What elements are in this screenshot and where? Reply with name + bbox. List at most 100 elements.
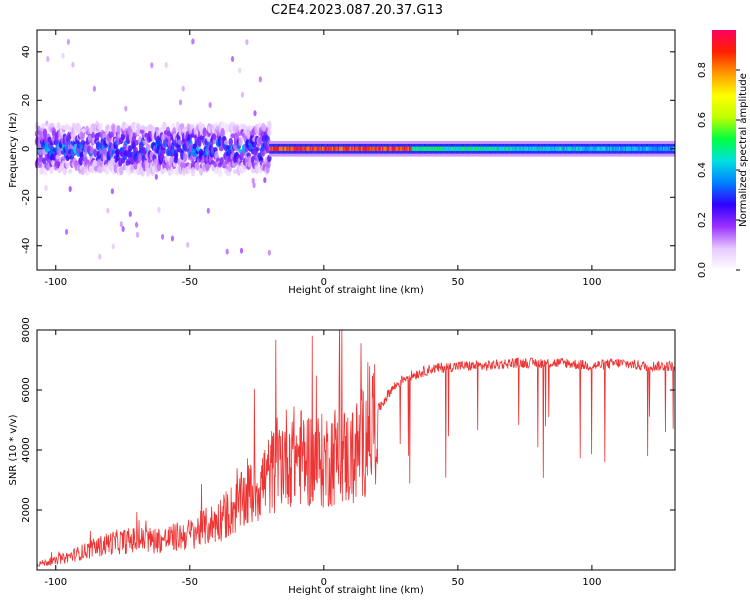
spectrogram-cell <box>509 146 512 151</box>
spectrogram-cell <box>366 146 369 151</box>
spectrogram-cell <box>324 146 327 151</box>
spectrogram-cell <box>326 146 330 151</box>
spectrogram-cell <box>67 168 73 174</box>
spectrogram-cell <box>378 146 381 151</box>
spectrogram-cell <box>371 146 374 151</box>
spectrogram-cell <box>301 146 304 151</box>
spectrogram-cell <box>279 146 282 151</box>
spectrogram-cell <box>608 146 612 151</box>
spectrogram-cell <box>485 146 488 151</box>
spectrogram-cell <box>285 146 288 151</box>
spectrogram-cell <box>449 146 452 151</box>
spectrogram-cell <box>240 91 245 98</box>
spectrogram-cell <box>546 146 549 151</box>
spectrogram-cell <box>442 146 445 151</box>
spectrogram-cell <box>566 146 569 151</box>
snr-y-ticks: 2000 4000 6000 8000 <box>21 317 675 523</box>
spectrogram-cell <box>582 146 585 151</box>
spectrogram-cell <box>71 61 75 68</box>
spectrogram-cell <box>570 146 574 151</box>
spectrogram-cell <box>170 235 175 242</box>
spectrogram-cell <box>80 166 85 176</box>
spectrogram-cell <box>341 146 344 151</box>
spectrogram-cell <box>267 120 272 131</box>
colorbar-tick-label: 0.8 <box>697 62 708 78</box>
spectrogram-cell <box>411 146 414 151</box>
spectrogram-cell <box>633 146 636 151</box>
spectrogram-cell <box>135 231 140 238</box>
spectrogram-cell <box>450 146 453 151</box>
x-tick-label: -50 <box>182 577 198 588</box>
spectrogram-cell <box>337 146 341 151</box>
spectrogram-cell <box>420 146 423 151</box>
spectrogram-cell <box>524 146 527 151</box>
spectrogram-cell <box>373 146 376 151</box>
spectrogram-cell <box>330 146 333 151</box>
spectrogram-cell <box>405 146 408 151</box>
spectrogram-cell <box>38 163 43 169</box>
spectrogram-cell <box>346 146 349 151</box>
snr-x-ticks: -100 -50 0 50 100 <box>44 330 601 588</box>
spectrogram-cell <box>564 146 568 151</box>
spectrogram-cell <box>380 146 384 151</box>
spectrogram-cell <box>270 146 273 151</box>
spectrogram-cell <box>596 146 599 151</box>
spectrogram-cell <box>611 146 614 151</box>
spectrogram-cell <box>666 146 669 151</box>
spectrogram-cell <box>400 146 403 151</box>
spectrogram-cell <box>255 146 260 152</box>
spectrogram-cell <box>543 146 547 151</box>
spectrogram-cell <box>277 146 281 151</box>
spectrogram-cell <box>355 146 358 151</box>
spectrogram-cell <box>275 146 278 151</box>
spectrogram-cell <box>487 146 490 151</box>
spectrogram-x-ticks: -100 -50 0 50 100 <box>44 30 601 288</box>
spectrogram-cell <box>519 146 522 151</box>
spectrogram-cell <box>542 146 545 151</box>
spectrogram-cell <box>299 146 303 151</box>
spectrogram-frame <box>36 29 676 271</box>
spectrogram-cell <box>475 146 478 151</box>
spectrogram-cell <box>286 146 289 151</box>
spectrogram-cell <box>568 146 571 151</box>
spectrogram-cell <box>602 146 606 151</box>
spectrogram-cell <box>220 120 225 131</box>
spectrogram-cell <box>334 146 337 151</box>
spectrogram-cell <box>607 146 610 151</box>
y-tick-label: 0 <box>21 146 32 152</box>
spectrogram-cell <box>595 146 598 151</box>
spectrogram-cell <box>516 146 520 151</box>
spectrogram-cell <box>89 146 94 155</box>
spectrogram-cell <box>251 177 255 184</box>
spectrogram-cell <box>481 146 484 151</box>
spectrogram-cell <box>580 146 583 151</box>
spectrogram-cell <box>351 146 354 151</box>
spectrogram-cell <box>384 146 387 151</box>
spectrogram-cell <box>369 146 373 151</box>
spectrogram-cell <box>528 146 531 151</box>
spectrogram-cell <box>525 146 528 151</box>
spectrogram-cell <box>588 146 591 151</box>
spectrogram-cell <box>451 146 455 151</box>
snr-x-axis-label: Height of straight line (km) <box>288 585 424 596</box>
spectrogram-cell <box>604 146 607 151</box>
spectrogram-cell <box>615 146 618 151</box>
spectrogram-cell <box>110 188 114 195</box>
spectrogram-cell <box>555 146 558 151</box>
spectrogram-cell <box>119 221 123 228</box>
spectrogram-cell <box>632 146 635 151</box>
spectrogram-cell <box>504 146 507 151</box>
spectrogram-cell <box>407 146 411 151</box>
spectrogram-cell <box>591 146 595 151</box>
spectrogram-cell <box>298 146 301 151</box>
spectrogram-cell <box>621 146 624 151</box>
spectrogram-cell <box>432 146 435 151</box>
spectrogram-cell <box>494 146 498 151</box>
spectrogram-cell <box>173 152 179 159</box>
y-tick-label: 20 <box>21 94 32 107</box>
spectrogram-cell <box>439 146 442 151</box>
spectrogram-cell <box>470 146 473 151</box>
spectrogram-panel: -100 -50 0 50 100 -40 -20 0 20 40 Height of stra… <box>8 29 676 296</box>
spectrogram-cell <box>98 122 103 131</box>
